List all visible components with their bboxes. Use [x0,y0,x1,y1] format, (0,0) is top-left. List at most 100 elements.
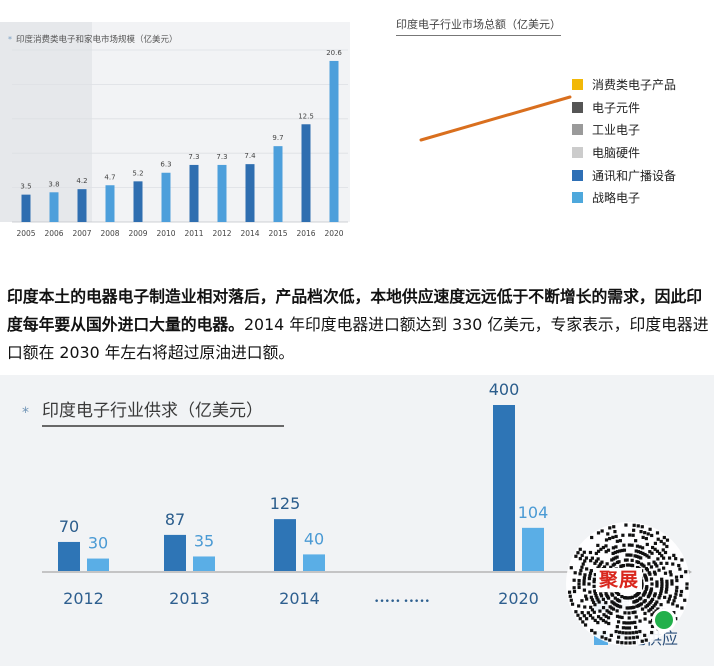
qr-dot [649,607,653,611]
qr-dot [609,611,613,616]
x-tick-label: 2006 [44,229,63,238]
qr-dot [632,641,636,645]
bar-value-label: 7.3 [188,153,199,161]
legend-swatch [572,146,583,158]
qr-dot [628,636,632,640]
qr-dot [638,629,642,634]
qr-dot [594,559,599,563]
qr-dot [592,610,596,614]
qr-dot [660,582,664,586]
qr-dot [610,592,614,596]
legend-label: 战略电子 [592,191,641,206]
qr-dot [577,578,581,583]
qr-dot [653,572,657,576]
qr-dot [584,594,588,598]
qr-dot [680,606,684,610]
qr-dot [638,597,642,601]
qr-dot [633,620,637,625]
qr-dot [602,565,607,569]
qr-dot [635,554,639,559]
legend-swatch [572,192,583,204]
qr-dot [637,555,641,559]
legend-item: 电脑硬件 [572,141,676,164]
qr-dot [634,549,638,553]
legend-item: 工业电子 [572,118,676,141]
qr-dot [685,586,689,590]
qr-dot [621,631,625,635]
qr-dot [591,600,596,604]
qr-dot [604,614,608,618]
qr-dot [636,524,640,528]
qr-dot [608,638,612,642]
legend-label: 电脑硬件 [592,145,641,160]
qr-dot [642,600,646,604]
qr-dot [618,549,622,553]
qr-dot [656,537,660,541]
qr-dot [608,526,612,530]
qr-dot [679,589,684,594]
qr-dot [608,605,612,609]
qr-dot [592,580,596,584]
qr-dot [659,591,663,595]
legend-item: 电子元件 [572,96,676,119]
qr-dot [572,589,577,594]
qr-dot [628,606,633,610]
qr-dot [589,605,593,609]
qr-dot [636,550,641,554]
x-tick-label: 2008 [100,229,119,238]
qr-dot [657,596,661,600]
qr-dot [596,549,601,553]
legend: 消费类电子产品 电子元件 工业电子 电脑硬件 通讯和广播设备 战略电子 [572,73,676,209]
qr-dot [635,604,639,608]
qr-dot [641,593,645,597]
bar-value-label: 3.5 [20,183,31,191]
qr-dot [612,562,617,566]
qr-dot [652,611,656,615]
qr-dot [580,553,584,557]
qr-dot [646,595,650,599]
qr-dot [685,582,689,586]
qr-dot [613,596,617,600]
qr-dot [596,598,600,602]
legend-label: 通讯和广播设备 [592,168,677,183]
qr-dot [647,562,651,566]
qr-dot [635,635,639,639]
qr-dot [674,557,678,561]
qr-dot [660,587,664,591]
qr-dot [572,586,576,590]
qr-logo [655,611,673,629]
qr-dot [593,618,597,623]
qr-dot [602,613,606,617]
qr-dot [600,529,604,533]
qr-dot [620,615,624,620]
qr-dot [620,641,624,645]
qr-dot [592,584,596,588]
qr-dot [632,523,636,527]
x-tick-label: 2014 [279,589,320,608]
qr-dot [643,633,647,637]
qr-dot [582,582,586,586]
bar-2013-demand [164,534,186,571]
qr-dot [589,595,593,599]
qr-dot [616,620,621,624]
qr-dot [652,570,657,574]
qr-dot [630,558,634,562]
qr-dot [643,531,647,535]
qr-dot [614,534,618,539]
qr-dot [605,562,609,566]
qr-dot [590,628,594,633]
qr-dot [665,579,669,583]
bar-value-label: 125 [270,494,301,513]
body-paragraph: 印度本土的电器电子制造业相对落后，产品档次低，本地供应速度远远低于不断增长的需求… [7,283,709,367]
qr-dot [655,564,659,568]
qr-dot [621,563,626,568]
qr-dot [624,631,628,635]
bar-2012 [217,164,227,222]
qr-dot [671,562,675,566]
bar-value-label: 5.2 [132,169,143,177]
qr-dot [650,630,654,635]
qr-dot [585,597,589,601]
qr-dot [679,593,683,597]
qr-dot [643,552,647,557]
qr-dot [632,605,636,609]
